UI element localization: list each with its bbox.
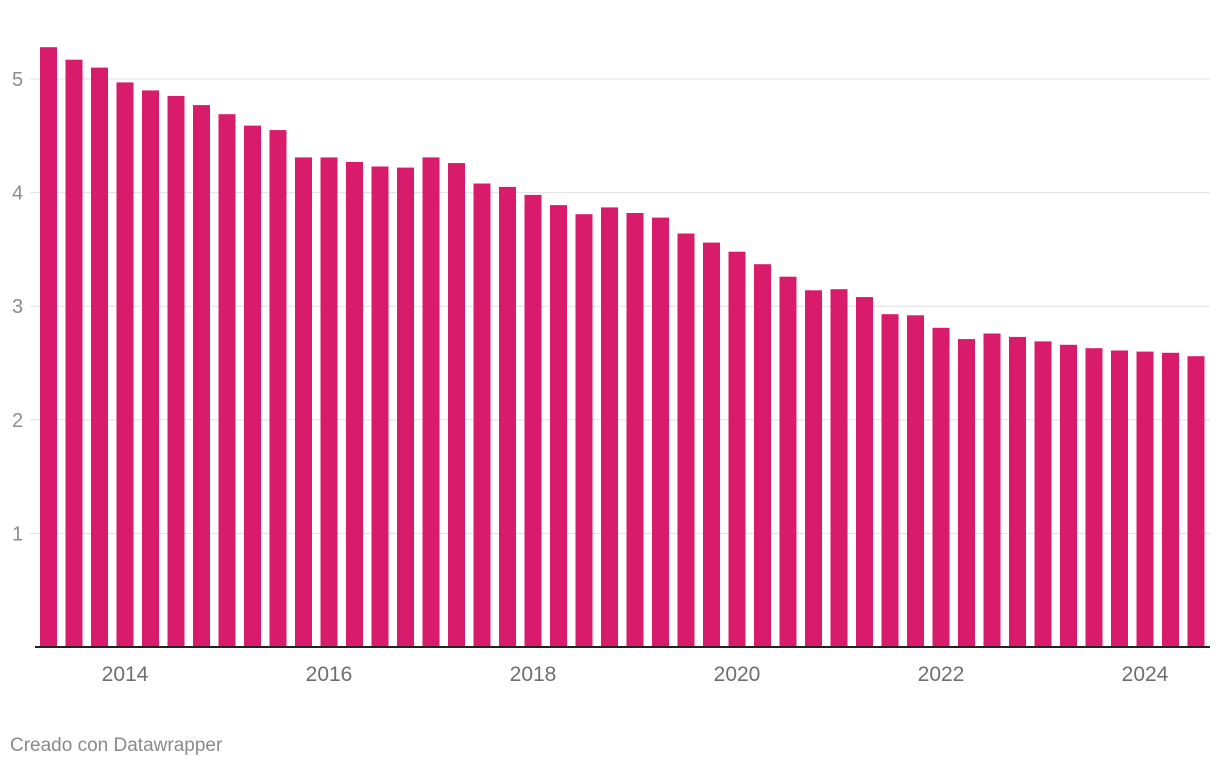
bar [295, 157, 312, 647]
bar [499, 186, 516, 647]
bar [626, 213, 644, 647]
y-tick-label: 3 [12, 296, 23, 318]
bar [167, 96, 185, 647]
x-tick-label: 2018 [510, 663, 557, 686]
x-tick-label: 2020 [714, 663, 761, 686]
y-axis-ticks: 1 2 3 4 5 [12, 69, 23, 545]
bar [550, 205, 567, 647]
bar [958, 339, 975, 647]
bar [830, 289, 848, 647]
bar [1162, 352, 1179, 647]
bar [779, 276, 797, 647]
bar [983, 333, 1001, 647]
bar [907, 315, 924, 647]
y-tick-label: 5 [12, 69, 23, 91]
bar [677, 233, 695, 647]
x-tick-label: 2024 [1122, 663, 1169, 686]
bars-layer [40, 47, 1205, 648]
bar [805, 290, 822, 647]
bar [244, 125, 261, 648]
y-tick-label: 2 [12, 410, 23, 432]
bar [65, 59, 83, 647]
bar [473, 183, 491, 647]
bar [1060, 344, 1077, 647]
bar [397, 167, 414, 647]
bar [1085, 348, 1103, 647]
bar [1136, 351, 1154, 647]
bar [448, 163, 465, 647]
x-tick-label: 2016 [306, 663, 353, 686]
bar [524, 194, 542, 647]
bar [881, 314, 899, 647]
bar [346, 161, 363, 647]
bar [40, 47, 57, 647]
bar [575, 214, 593, 647]
bar [728, 251, 746, 647]
bar [932, 327, 950, 647]
bar [1009, 336, 1026, 647]
bar [754, 264, 771, 647]
x-tick-label: 2022 [918, 663, 965, 686]
bar [652, 217, 669, 647]
x-axis-ticks: 2014 2016 2018 2020 2022 2024 [102, 663, 1169, 686]
bar [142, 90, 159, 647]
bar [371, 166, 389, 647]
bar [1111, 350, 1128, 647]
bar-chart: 1 2 3 4 5 2014 2016 2018 2020 2022 2024 [12, 47, 1210, 686]
bar [601, 207, 618, 647]
credit-text: Creado con Datawrapper [10, 735, 223, 756]
bar [116, 82, 134, 647]
bar [91, 67, 108, 648]
y-tick-label: 4 [12, 183, 23, 205]
bar [193, 105, 210, 648]
bar [703, 242, 720, 647]
y-tick-label: 1 [12, 523, 23, 545]
x-tick-label: 2014 [102, 663, 149, 686]
bar [218, 114, 236, 647]
bar [269, 130, 287, 648]
bar [1187, 356, 1205, 647]
bar [320, 157, 338, 647]
bar [422, 157, 440, 647]
bar [856, 297, 873, 647]
bar [1034, 341, 1052, 647]
